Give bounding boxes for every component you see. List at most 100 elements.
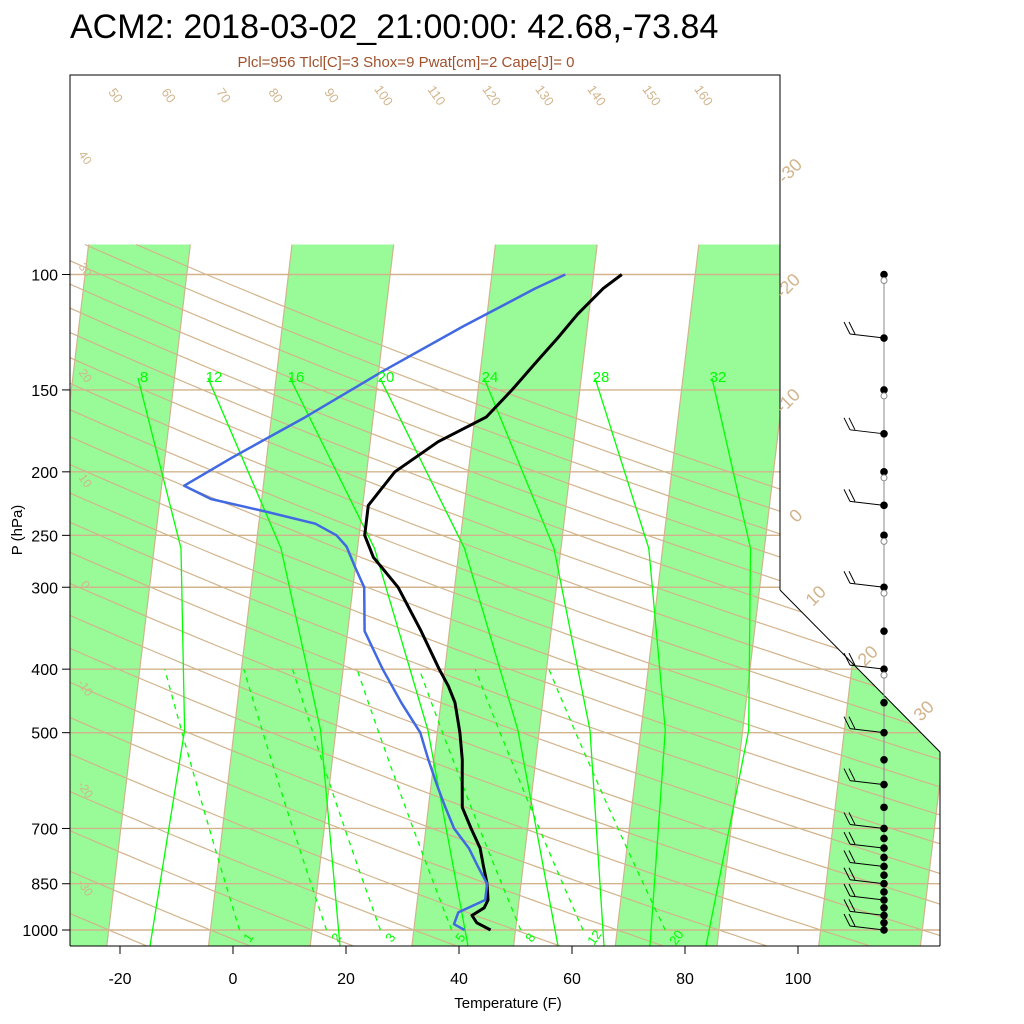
wind-barb-flag	[843, 913, 851, 927]
isotherm-band	[614, 244, 801, 946]
x-tick-label: 80	[676, 971, 694, 988]
theta-label: 100	[371, 82, 396, 108]
wind-barb	[849, 582, 885, 588]
dry-adiabat-line	[70, 243, 940, 946]
wind-level-dot	[880, 803, 888, 812]
wind-level-dot	[880, 386, 888, 394]
dry-adiabat-line	[70, 243, 940, 946]
y-tick-label: 400	[31, 662, 58, 679]
chart-title: ACM2: 2018-03-02_21:00:00: 42.68,-73.84	[70, 8, 719, 46]
plot-area	[0, 243, 940, 958]
theta-label: 40	[76, 148, 95, 167]
theta-label: 140	[584, 82, 609, 108]
moist-adiabat-line	[379, 377, 559, 946]
plot-frame	[69, 74, 941, 947]
dry-adiabat-line	[70, 243, 940, 946]
wind-barb-flag	[848, 883, 856, 897]
wind-level-dot	[880, 871, 888, 880]
dry-adiabat-line	[0, 245, 69, 958]
wind-level-dot	[880, 531, 888, 540]
mixing-ratio-label: 24	[482, 369, 499, 386]
wind-barb	[849, 910, 885, 916]
isobar-lines	[70, 273, 940, 931]
isotherm-line	[70, 244, 90, 946]
y-tick-label: 100	[31, 268, 58, 285]
dry-adiabat-line	[70, 243, 940, 946]
wind-barb-flag	[843, 812, 851, 825]
isotherm-line	[308, 244, 395, 946]
wind-level-dot	[880, 904, 888, 912]
mixing-ratio-line	[418, 668, 522, 931]
wind-barb	[849, 823, 885, 829]
theta-label: 90	[321, 85, 342, 105]
dry-adiabat-line	[70, 243, 940, 946]
mixing-ratio-line	[356, 668, 453, 931]
x-tick-label: 40	[450, 971, 468, 988]
theta-label: 130	[532, 82, 557, 108]
dry-adiabat-line	[70, 243, 940, 946]
wind-barb	[849, 333, 885, 339]
mixing-ratio-label: 28	[593, 369, 610, 386]
theta-label: 110	[425, 83, 449, 109]
dry-adiabat-line	[70, 243, 940, 946]
wind-barb-flag	[848, 831, 856, 845]
dry-adiabat-line	[70, 244, 801, 946]
wind-barb-flag	[843, 716, 851, 729]
theta-label: 70	[213, 85, 234, 105]
dry-adiabat-line	[70, 244, 592, 946]
moist-adiabat-line	[289, 377, 469, 946]
isotherm-band	[207, 244, 394, 946]
y-axis-label: P (hPa)	[9, 505, 26, 556]
wind-barb-flag	[843, 899, 851, 912]
wind-barb	[849, 664, 885, 670]
isotherm-line	[613, 244, 700, 946]
wind-barb-flag	[848, 850, 856, 863]
dry-adiabat-line	[70, 243, 940, 946]
wind-barb-flag	[848, 489, 856, 502]
x-tick-label: 20	[337, 971, 355, 988]
wind-level-dot	[880, 270, 888, 279]
wind-level-dot	[880, 756, 888, 764]
wind-barb-flag	[843, 571, 851, 584]
mixing-ratio-line	[243, 669, 328, 931]
y-tick-label: 200	[31, 465, 58, 482]
x-tick-label: -20	[108, 971, 131, 988]
wind-calm-circle	[880, 277, 888, 284]
wind-barb	[849, 780, 885, 786]
wind-level-dot	[880, 698, 888, 707]
mixing-ratio-label: 3	[382, 930, 398, 945]
wind-barb-flag	[843, 850, 851, 863]
isotherm-line	[409, 244, 497, 946]
wind-level-dot	[880, 834, 888, 843]
isotherm-band	[410, 244, 598, 946]
mixing-ratio-label: 8	[522, 930, 538, 945]
isotherm-band	[70, 244, 191, 946]
wind-barb-flag	[843, 768, 851, 781]
isotherm-label: -30	[773, 154, 806, 187]
wind-barb	[849, 879, 885, 885]
wind-level-dot	[880, 627, 888, 635]
wind-barb-flag	[848, 899, 856, 912]
x-axis-label: Temperature (F)	[454, 995, 562, 1012]
wind-profile	[843, 270, 888, 934]
theta-label: 150	[639, 82, 664, 108]
wind-barb-flag	[848, 571, 856, 584]
wind-barb-flag	[843, 867, 851, 880]
moist-adiabat-line	[483, 377, 605, 946]
mixing-ratio-label: 12	[584, 927, 605, 947]
wind-level-dot	[880, 430, 888, 438]
y-tick-label: 500	[31, 726, 58, 743]
theta-label: 160	[691, 82, 716, 108]
wind-calm-circle	[880, 392, 888, 400]
wind-barb-flag	[848, 812, 856, 825]
dry-adiabat-line	[70, 244, 488, 946]
wind-calm-circle	[880, 671, 888, 679]
moist-adiabat-line	[594, 377, 666, 946]
dry-adiabat-line	[70, 243, 906, 946]
wind-barb	[849, 843, 885, 849]
y-tick-label: 1000	[22, 923, 58, 940]
wind-barb-flag	[843, 883, 851, 897]
dry-adiabat-line	[70, 244, 697, 946]
wind-barb-flag	[843, 321, 851, 335]
isotherm-label: 30	[910, 697, 938, 725]
